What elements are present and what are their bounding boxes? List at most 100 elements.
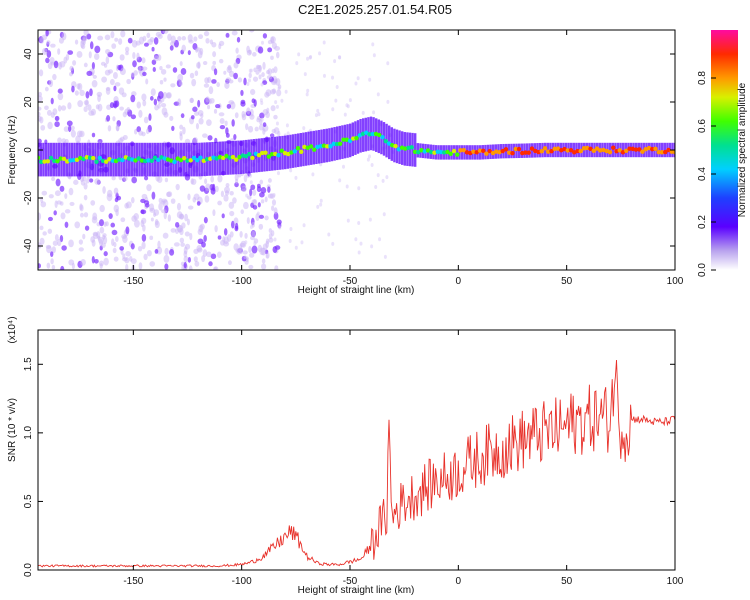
spectrogram-noise-mark [247,78,251,83]
spectrogram-noise-mark [110,31,115,39]
colorbar: 0.0 0.2 0.4 0.6 0.8 Normalized spectral ampl… [697,30,748,277]
spectrogram-noise-mark [322,40,326,45]
spectrogram-noise-mark [71,85,75,93]
spectrogram-ridge-mark [204,157,210,162]
spectrogram-ridge-mark [295,145,301,151]
spectrogram-ridge-mark [308,144,314,149]
spectrogram-noise-mark [193,36,198,42]
spectrogram-noise-mark [208,86,214,95]
spectrogram-noise-mark [76,83,81,90]
spectrogram-ridge-mark [243,153,249,159]
spectrogram-ridge-mark [529,146,535,151]
spectrogram-ridge-mark [45,159,50,164]
spectrogram-noise-mark [113,85,117,92]
spectrogram-noise-mark [374,185,378,190]
spectrogram-noise-mark [98,260,104,267]
spectrogram-noise-mark [254,126,259,132]
spectrogram-noise-mark [179,213,185,220]
spectrogram-noise-mark [112,71,118,80]
spectrogram-ridge-mark [438,149,444,155]
spectrogram-noise-mark [164,263,169,270]
spectrogram-noise-mark [151,191,156,200]
spectrogram-noise-mark [159,80,164,85]
spectrogram-noise-mark [204,77,210,84]
spectrogram-noise-mark [183,261,187,269]
spectrogram-noise-mark [267,186,271,193]
spectrogram-noise-mark [203,83,210,88]
spectrogram-noise-mark [63,126,70,132]
spectrogram-noise-mark [61,245,67,251]
spectrogram-noise-mark [195,47,201,52]
spectrogram-ridge-mark [191,155,197,161]
spectrogram-noise-mark [214,225,218,233]
spectrogram-noise-mark [119,54,125,61]
spectrogram-noise-mark [114,197,119,203]
spectrogram-noise-mark [84,225,90,231]
spectrogram-noise-mark [158,91,164,100]
spectrogram-noise-mark [382,212,386,217]
spectrogram-noise-mark [149,235,154,240]
spectrogram-ridge-mark [328,144,333,149]
spectrogram-noise-mark [204,195,210,203]
spectrogram-noise-mark [338,178,342,183]
spectrogram-noise-mark [255,64,260,70]
spectrogram-noise-mark [190,115,195,120]
spectrogram-noise-mark [130,72,135,78]
spectrogram-noise-mark [246,82,250,87]
spectrogram-noise-mark [144,202,150,208]
spectrogram-ridge-mark [458,148,463,153]
spectrogram-noise-mark [160,102,167,108]
spectrogram-noise-mark [120,30,126,38]
spectrogram-noise-mark [163,211,167,220]
spectrogram-noise-mark [66,120,73,127]
spectrogram-noise-mark [198,34,204,40]
spectrogram-noise-mark [132,60,137,68]
spectrogram-noise-mark [50,258,54,265]
spectrogram-band-mark [125,142,128,177]
spectrogram-ridge-mark [42,159,47,164]
spectrogram-ridge-mark [38,155,41,160]
spectrogram-noise-mark [45,57,50,64]
spectrogram-ridge-mark [539,149,544,154]
spectrogram-noise-mark [83,212,89,218]
snr-xtick-label: -50 [343,576,358,587]
spectrogram-noise-mark [224,81,230,89]
spectrogram-noise-mark [170,83,176,88]
spectrogram-ridge-mark [139,158,145,163]
spectrogram-noise-mark [193,256,198,263]
spectrogram-band-mark [411,132,414,167]
spectrogram-noise-mark [61,32,67,41]
spectrogram-noise-mark [90,236,95,243]
spectrogram-noise-mark [273,66,278,74]
spectrogram-noise-mark [237,173,242,178]
spectrogram-noise-mark [180,242,185,247]
spectrogram-noise-mark [105,56,110,65]
spectrogram-noise-mark [141,57,146,64]
spectrogram-noise-mark [163,77,167,82]
spectrogram-noise-mark [125,51,129,56]
spectrogram-noise-mark [111,229,118,236]
spectrogram-noise-mark [245,123,249,131]
spectrogram-ridge-mark [334,141,340,147]
spectrogram-noise-mark [266,107,270,114]
spectrogram-noise-mark [370,163,374,168]
spectrogram-noise-mark [241,185,247,193]
snr-xtick-label: 0 [456,576,462,587]
spectrogram-noise-mark [46,109,52,116]
spectrogram-noise-mark [143,253,148,261]
spectrogram-noise-mark [106,189,113,198]
spectrogram-noise-mark [85,99,89,108]
spectrogram-noise-mark [91,255,95,264]
spectrogram-noise-mark [232,197,237,204]
spectrogram-noise-mark [225,32,230,38]
spectrogram-noise-mark [260,247,267,256]
spectrogram-band-mark [263,137,266,172]
spectrogram-noise-mark [144,175,149,181]
spectrogram-noise-mark [265,89,272,97]
spectrogram-noise-mark [252,76,259,82]
spectrogram-noise-mark [51,246,56,254]
spectrogram-noise-mark [192,106,198,112]
spectrogram-noise-mark [211,79,217,84]
spectrogram-noise-mark [258,74,262,80]
spectrogram-noise-mark [91,132,96,138]
